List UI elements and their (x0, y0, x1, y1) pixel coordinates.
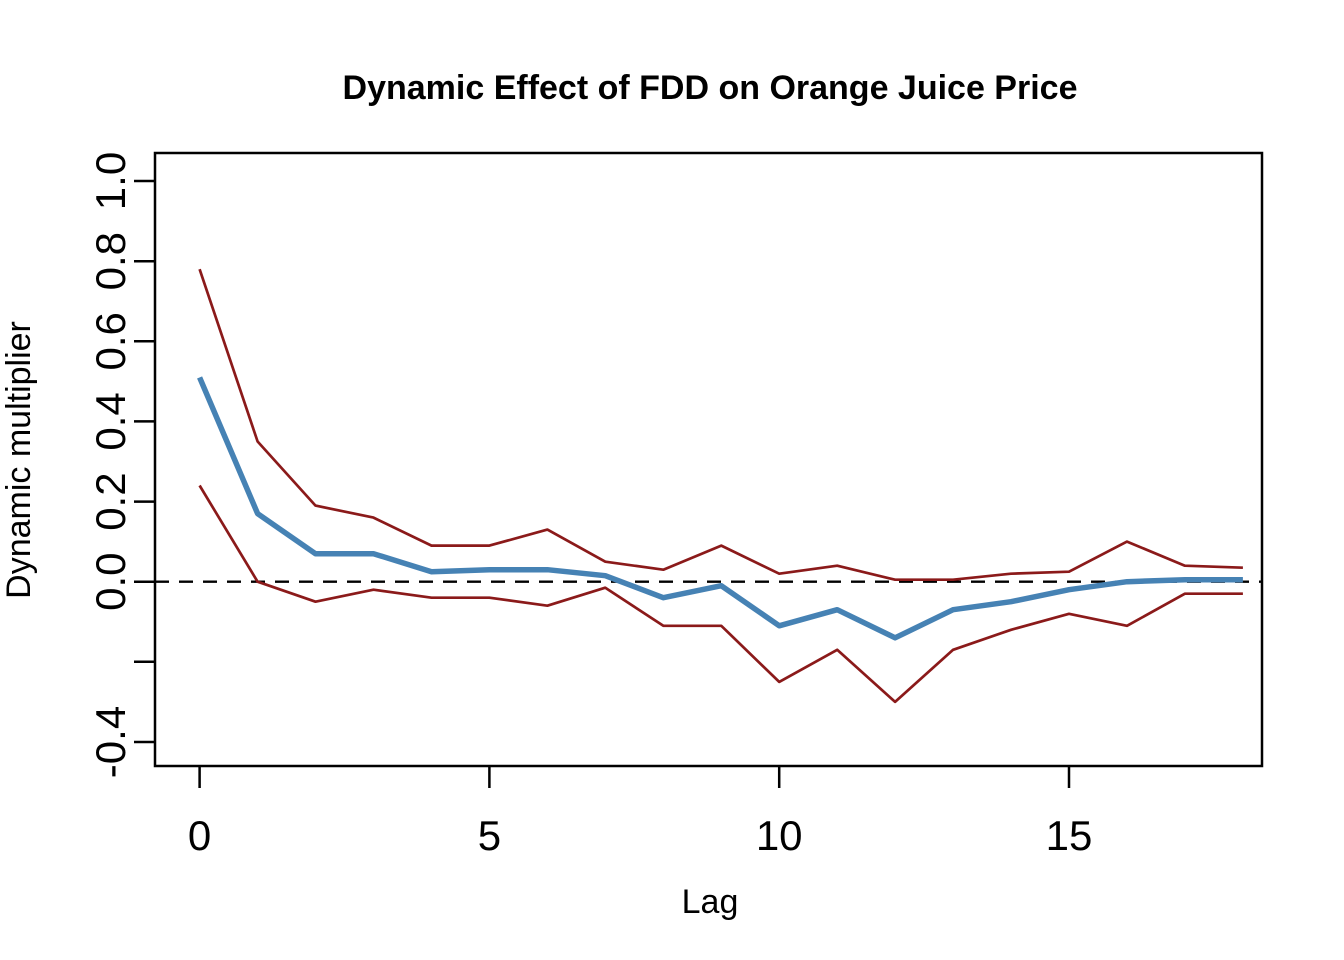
y-tick-label: -0.4 (87, 706, 134, 778)
x-tick-label: 0 (188, 812, 211, 859)
chart-layer: -0.4 0.0 0.2 0.4 0.6 0.8 1.0 0 5 10 15 (87, 151, 1264, 859)
x-tick-label: 5 (478, 812, 501, 859)
series-line-ci-lower (198, 484, 1243, 704)
series-line-estimate (197, 376, 1243, 641)
y-tick-label: 0.8 (87, 232, 134, 290)
x-axis-label: Lag (682, 883, 739, 921)
x-tick-label: 10 (756, 812, 803, 859)
x-tick-label: 15 (1046, 812, 1093, 859)
y-axis-label: Dynamic multiplier (0, 321, 38, 599)
plot-border-box (153, 151, 1264, 768)
y-tick-label: 0.0 (87, 553, 134, 611)
y-tick-label: 0.4 (87, 392, 134, 450)
series-line-ci-upper (198, 268, 1243, 582)
y-tick-label: 0.2 (87, 472, 134, 530)
chart-title: Dynamic Effect of FDD on Orange Juice Pr… (343, 69, 1078, 107)
y-tick-label: 1.0 (87, 152, 134, 210)
y-tick-label: 0.6 (87, 312, 134, 370)
